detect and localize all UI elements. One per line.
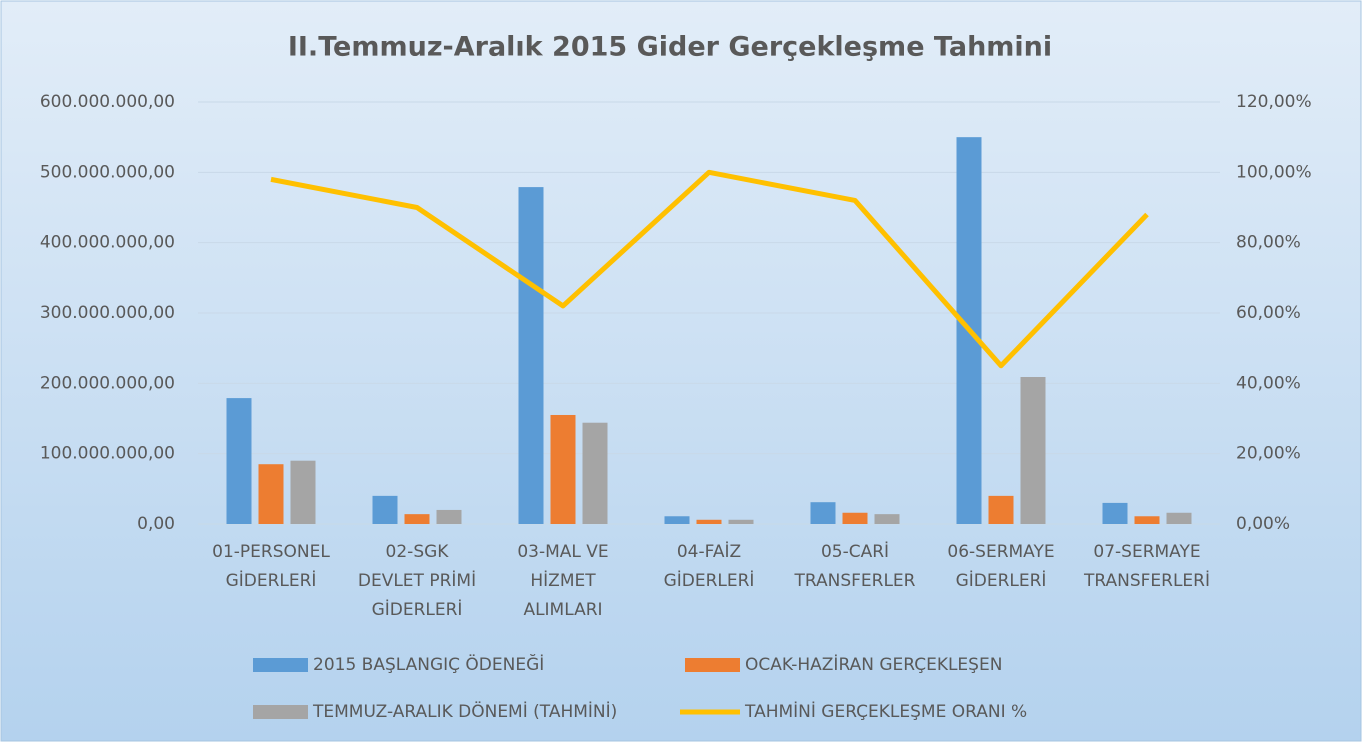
y-tick-label: 400.000.000,00	[40, 233, 175, 253]
y2-tick-label: 0,00%	[1236, 514, 1290, 534]
bar	[664, 516, 690, 524]
bar	[518, 187, 544, 524]
legend-label: OCAK-HAZİRAN GERÇEKLEŞEN	[745, 654, 1002, 675]
x-tick-label: 04-FAİZ GİDERLERİ	[664, 541, 755, 591]
legend-swatch	[253, 658, 308, 672]
bar	[436, 509, 462, 524]
bar	[226, 398, 252, 524]
chart-title: II.Temmuz-Aralık 2015 Gider Gerçekleşme …	[288, 32, 1052, 63]
y-tick-label: 200.000.000,00	[40, 373, 175, 393]
bar	[874, 514, 900, 524]
bar	[404, 514, 430, 524]
legend-label: TEMMUZ-ARALIK DÖNEMİ (TAHMİNİ)	[312, 700, 617, 722]
legend-label: TAHMİNİ GERÇEKLEŞME ORANI %	[744, 701, 1027, 722]
legend-swatch	[685, 658, 740, 672]
x-tick-label: 06-SERMAYE GİDERLERİ	[947, 542, 1054, 591]
y2-tick-label: 80,00%	[1236, 233, 1301, 253]
line-series	[270, 169, 1149, 369]
x-tick-label: 01-PERSONEL GİDERLERİ	[212, 542, 330, 591]
bar	[582, 422, 608, 524]
bar	[696, 519, 722, 524]
legend-swatch	[253, 705, 308, 719]
x-tick-label: 07-SERMAYE TRANSFERLERİ	[1083, 542, 1210, 591]
bar	[1020, 377, 1046, 524]
bar	[1166, 512, 1192, 524]
bar	[1134, 516, 1160, 524]
legend-label: 2015 BAŞLANGIÇ ÖDENEĞİ	[313, 653, 544, 675]
bar	[290, 460, 316, 524]
y2-tick-label: 60,00%	[1236, 303, 1301, 323]
bar	[988, 495, 1014, 524]
y2-tick-label: 100,00%	[1236, 162, 1312, 182]
bar	[810, 502, 836, 524]
y-tick-label: 0,00	[137, 514, 175, 534]
y-tick-label: 600.000.000,00	[40, 92, 175, 112]
bar	[842, 512, 868, 524]
bar	[1102, 502, 1128, 524]
bar	[728, 519, 754, 524]
y2-tick-label: 20,00%	[1236, 444, 1301, 464]
y-tick-label: 500.000.000,00	[40, 162, 175, 182]
y2-tick-label: 120,00%	[1236, 92, 1312, 112]
bar	[372, 495, 398, 524]
y2-tick-label: 40,00%	[1236, 373, 1301, 393]
x-tick-label: 03-MAL VE HİZMET ALIMLARI	[517, 542, 608, 620]
bar	[258, 464, 284, 524]
x-tick-label: 02-SGK DEVLET PRİMİ GİDERLERİ	[358, 542, 476, 620]
y-tick-label: 300.000.000,00	[40, 303, 175, 323]
bar	[550, 414, 576, 524]
x-tick-label: 05-CARİ TRANSFERLER	[793, 541, 915, 591]
y-tick-label: 100.000.000,00	[40, 444, 175, 464]
